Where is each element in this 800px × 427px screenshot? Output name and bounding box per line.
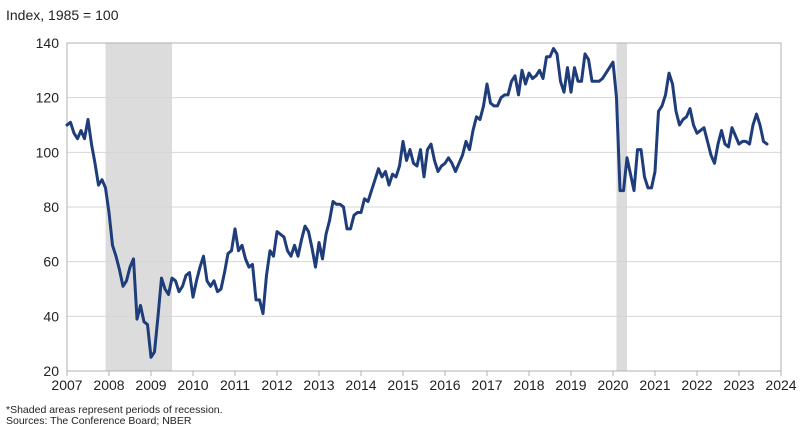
x-tick-label-2013: 2013: [303, 377, 334, 393]
footnote-recession-note: *Shaded areas represent periods of reces…: [6, 404, 223, 416]
x-tick-label-2008: 2008: [93, 377, 124, 393]
footnote: *Shaded areas represent periods of reces…: [6, 405, 223, 427]
x-tick-label-2009: 2009: [135, 377, 166, 393]
y-tick-label-20: 20: [43, 363, 59, 379]
gridlines: [67, 97, 781, 317]
x-axis-ticks: 2007 2008 2009 2010 2011 2012 2013 2014 2015 2016…: [51, 371, 797, 393]
x-tick-label-2018: 2018: [513, 377, 544, 393]
x-tick-label-2016: 2016: [429, 377, 460, 393]
x-tick-label-2022: 2022: [681, 377, 712, 393]
y-tick-label-120: 120: [36, 90, 60, 106]
x-tick-label-2012: 2012: [261, 377, 292, 393]
x-tick-label-2015: 2015: [387, 377, 418, 393]
x-tick-label-2021: 2021: [639, 377, 670, 393]
x-tick-label-2024: 2024: [765, 377, 796, 393]
series-layer: [65, 47, 769, 359]
y-tick-label-80: 80: [43, 199, 59, 215]
x-tick-label-2010: 2010: [177, 377, 208, 393]
y-axis-ticks: 20 40 60 80 100 120 140: [36, 35, 60, 379]
x-tick-label-2011: 2011: [220, 377, 250, 393]
series-line-1: [65, 47, 769, 359]
y-tick-label-100: 100: [36, 144, 60, 160]
x-tick-label-2017: 2017: [471, 377, 502, 393]
y-tick-label-40: 40: [43, 308, 59, 324]
footnote-sources: Sources: The Conference Board; NBER: [6, 415, 192, 427]
x-tick-label-2014: 2014: [345, 377, 376, 393]
y-axis-label: Index, 1985 = 100: [6, 7, 119, 23]
plot-frame: [66, 42, 782, 372]
x-tick-label-2007: 2007: [51, 377, 82, 393]
y-tick-label-60: 60: [43, 254, 59, 270]
x-tick-label-2023: 2023: [723, 377, 754, 393]
y-tick-label-140: 140: [36, 35, 60, 51]
x-tick-label-2019: 2019: [555, 377, 586, 393]
x-tick-label-2020: 2020: [597, 377, 628, 393]
